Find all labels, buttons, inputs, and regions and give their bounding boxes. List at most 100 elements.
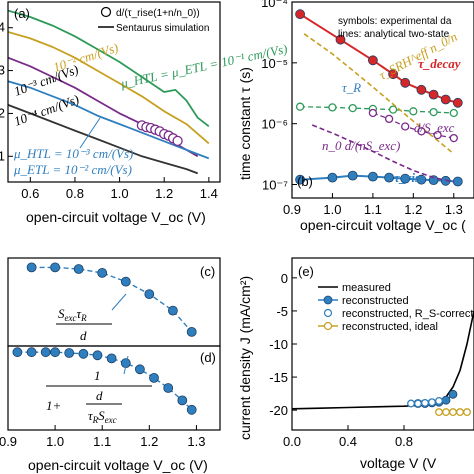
data-point <box>367 171 378 182</box>
data-point <box>186 326 197 337</box>
data-point <box>328 103 337 112</box>
data-point <box>92 350 103 361</box>
data-point <box>26 347 37 358</box>
data-point <box>452 176 463 187</box>
y-tick-label: 2 <box>0 105 5 120</box>
panel-e: 0.0 0.4 0.8 -20 -15 -10 -5 0 (e) measured recon… <box>237 257 474 471</box>
y-tick-label: -15 <box>269 370 288 385</box>
data-point <box>428 89 439 100</box>
data-point <box>421 398 429 407</box>
panel-e-xlabel: voltage V (V <box>360 455 437 471</box>
panel-c-formula: SexcτR d <box>56 306 112 343</box>
data-point <box>50 262 60 273</box>
series-line <box>300 174 458 183</box>
legend-ideal-swatch-marker <box>323 321 333 331</box>
data-point <box>384 172 395 183</box>
y-tick-label: 10⁻⁵ <box>261 56 288 71</box>
data-point <box>407 399 415 408</box>
data-point <box>295 9 306 20</box>
panel-d: 0.9 1.0 1.1 1.2 1.3 (d) 1 d 1+ τRSexc open-c… <box>0 345 221 473</box>
data-point <box>429 107 438 117</box>
legend-reconstructed-swatch-marker <box>323 295 333 305</box>
data-point <box>295 174 306 185</box>
data-point <box>368 108 378 118</box>
data-point <box>449 408 457 417</box>
legend-rs-corrected-label: reconstructed, R_S-corrected <box>342 308 474 320</box>
series-line <box>17 351 193 411</box>
data-point <box>435 396 443 405</box>
data-point <box>348 103 357 113</box>
data-point <box>134 364 145 375</box>
x-tick-label: 0.9 <box>283 202 301 217</box>
data-point <box>409 107 418 116</box>
x-tick-label: 0.8 <box>395 434 413 449</box>
x-tick-label: 1.2 <box>155 186 173 201</box>
x-tick-label: 1.3 <box>445 202 463 217</box>
legend-ideal-label: reconstructed, ideal <box>342 321 438 333</box>
panel-d-frame <box>7 345 221 431</box>
panel-d-formula: 1 d 1+ τRSexc <box>46 368 152 425</box>
panel-c-label: (c) <box>200 264 215 279</box>
panel-d-label: (d) <box>200 350 216 365</box>
x-tick-label: 0.6 <box>21 186 39 201</box>
legend-simulation-label: Sentaurus simulation <box>116 23 209 34</box>
series-line <box>303 33 455 155</box>
annotation-tau-decay: τ_decay <box>418 56 461 71</box>
data-point <box>163 383 174 393</box>
data-point <box>414 399 422 408</box>
x-tick-label: 1.2 <box>140 434 158 449</box>
data-point <box>144 289 155 300</box>
data-point <box>295 102 305 111</box>
y-tick-label: 3 <box>0 63 5 78</box>
data-point <box>449 108 458 118</box>
panel-b-ylabel: time constant τ (s) <box>237 67 253 180</box>
annotation-tau-rise: τ_rise <box>394 170 426 185</box>
x-tick-label: 1.1 <box>364 202 382 217</box>
panel-e-label: (e) <box>298 264 314 279</box>
annotation-tau-r: τ_R <box>342 80 361 95</box>
x-tick-label: 1.2 <box>404 202 422 217</box>
data-point <box>149 372 159 383</box>
svg-text:SexcτR: SexcτR <box>58 306 87 323</box>
data-point <box>428 398 436 407</box>
panel-b-legend-line1: symbols: experimental da <box>338 16 452 27</box>
data-point <box>401 122 410 131</box>
series-line <box>8 9 210 128</box>
data-point <box>456 408 464 417</box>
data-point <box>440 94 451 105</box>
y-tick-label: 10⁻⁷ <box>262 178 288 193</box>
data-point <box>441 395 451 405</box>
panel-b-legend-line2: lines: analytical two-state <box>338 29 450 40</box>
x-tick-label: 1.4 <box>200 186 218 201</box>
panel-b-label: (b) <box>297 174 313 189</box>
panel-b-frame <box>291 1 474 199</box>
svg-text:1: 1 <box>94 368 101 383</box>
panel-e-ylabel: current density J (mA/cm²) <box>237 276 253 440</box>
x-tick-label: 1.0 <box>111 186 129 201</box>
data-point <box>120 276 131 287</box>
data-point <box>26 262 37 273</box>
legend-markers-label: d/(τ_rise(1+n/n_0)) <box>116 8 200 19</box>
x-tick-label: 0.0 <box>283 434 301 449</box>
panel-c: (c) SexcτR d <box>7 257 221 347</box>
data-point <box>417 127 426 136</box>
data-point <box>448 389 458 399</box>
data-point <box>73 264 84 274</box>
x-tick-label: 1.0 <box>46 434 64 449</box>
data-point <box>428 175 439 186</box>
y-tick-label: -5 <box>276 304 288 319</box>
annotation-1e-4: 10⁻⁴ cm/(Vs) <box>12 91 81 128</box>
data-point <box>327 172 338 183</box>
data-point <box>177 395 188 406</box>
data-point <box>172 135 183 147</box>
annotation-mu-htl: μ_HTL = 10⁻³ cm/(Vs) <box>13 146 133 161</box>
y-tick-label: 10⁻⁴ <box>261 0 288 10</box>
series-line <box>372 112 454 139</box>
panel-a-frame <box>7 1 221 183</box>
data-point <box>167 305 178 316</box>
series-line <box>8 104 199 175</box>
x-tick-label: 1.1 <box>93 434 111 449</box>
panel-a-label: (a) <box>14 6 30 21</box>
annotation-n0d-nsexc: n_0 d/(nS_exc) <box>322 138 400 153</box>
